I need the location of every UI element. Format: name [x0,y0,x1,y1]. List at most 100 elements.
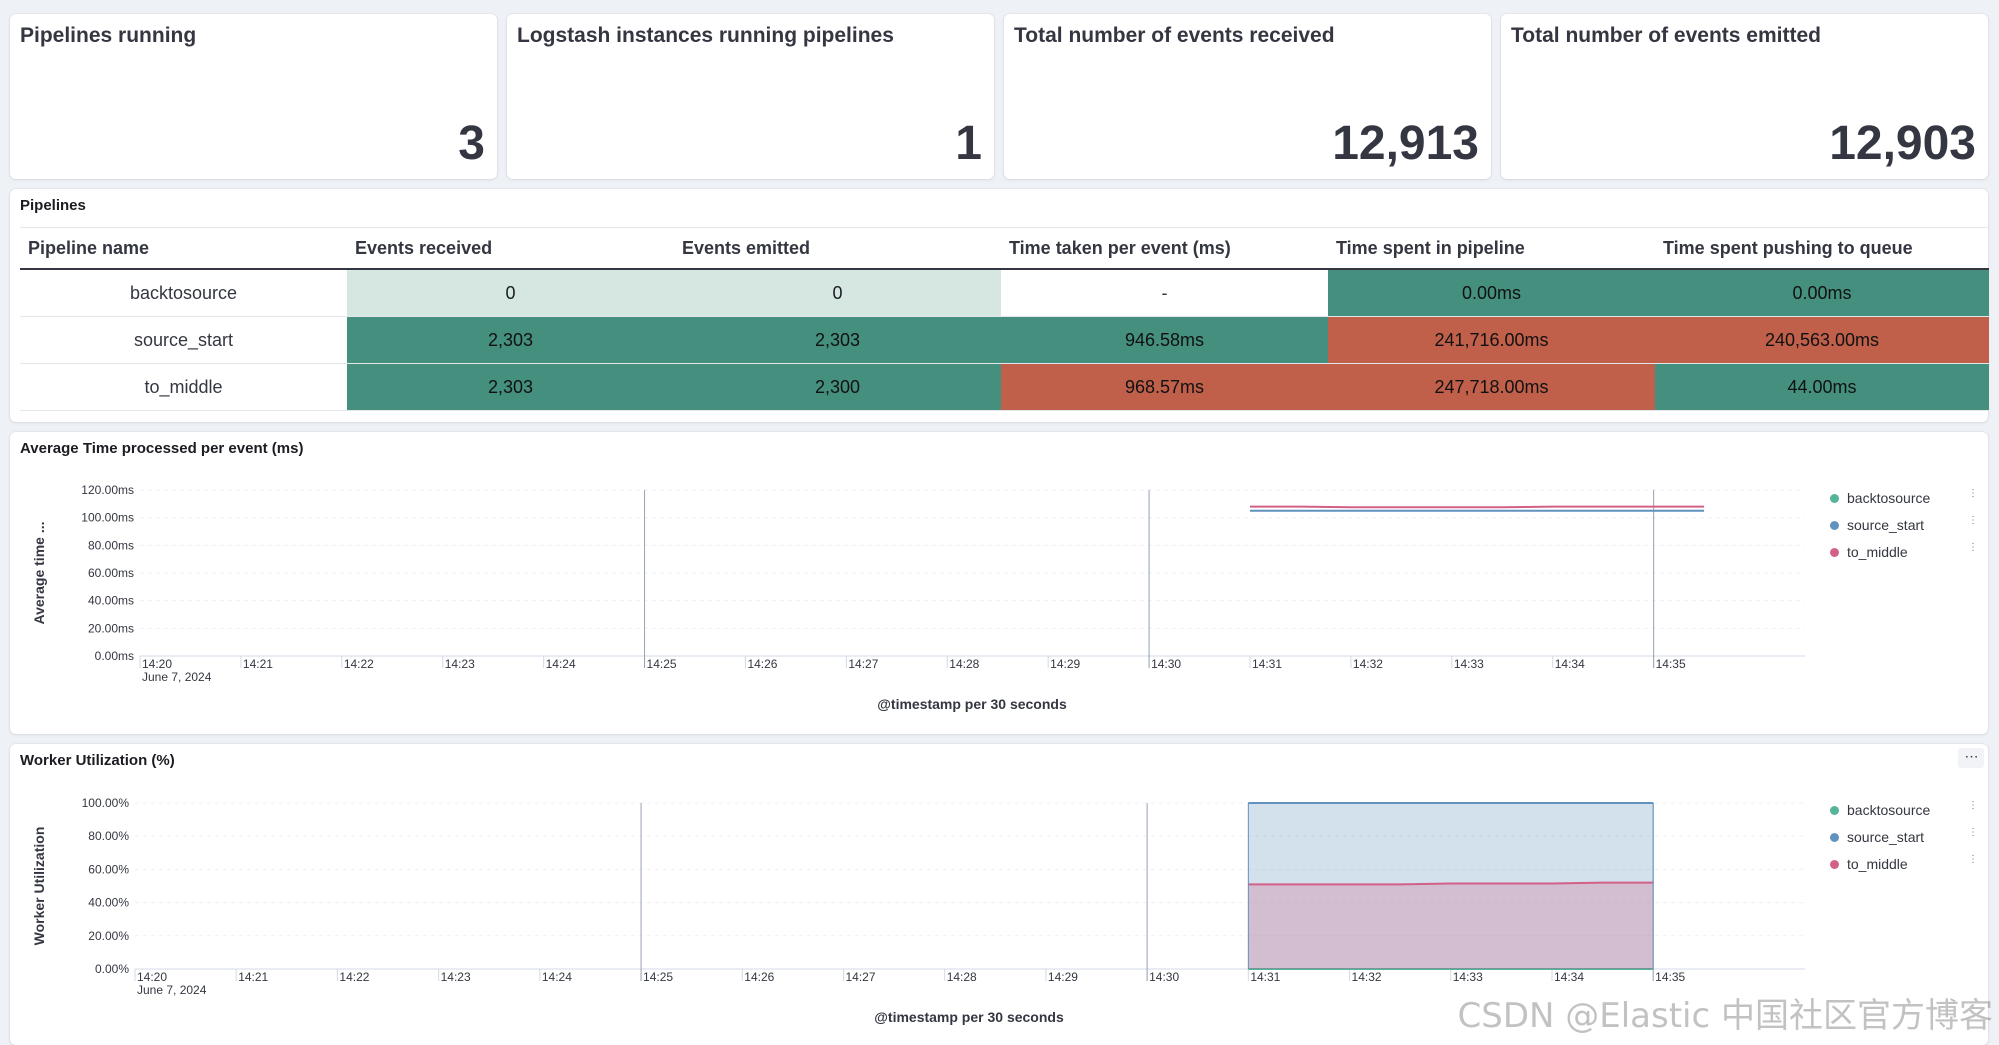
legend-label: source_start [1847,517,1925,533]
y-axis-title: Worker Utilization [31,827,47,946]
legend-label: to_middle [1847,856,1908,872]
legend-dot [1830,520,1839,530]
pipelines-table: Pipeline name Events received Events emi… [20,227,1989,411]
x-tick-label: 14:35 [1655,970,1685,984]
x-tick-label: 14:31 [1250,970,1280,984]
pipeline-name-cell: backtosource [20,269,347,317]
y-tick-label: 20.00ms [88,621,134,635]
legend-dot [1830,832,1839,842]
legend-menu-icon[interactable]: ⋮ [1968,515,1978,526]
y-tick-label: 80.00% [88,829,129,843]
legend-item-backtosource[interactable]: backtosource [1830,802,1930,818]
legend-menu-icon[interactable]: ⋮ [1968,542,1978,553]
metric-title: Logstash instances running pipelines [517,24,894,47]
x-tick-label: 14:24 [546,657,576,671]
x-tick-label: 14:21 [238,970,268,984]
area-fill-to_middle [1248,882,1654,969]
panel-title: Worker Utilization (%) [20,752,175,769]
x-tick-label: 14:28 [947,970,977,984]
table-cell: 44.00ms [1655,363,1989,411]
y-tick-label: 40.00ms [88,594,134,608]
x-tick-label: 14:28 [949,657,979,671]
legend-item-source-start[interactable]: source_start [1830,517,1924,533]
table-cell: 241,716.00ms [1328,316,1655,364]
x-tick-label: 14:35 [1656,657,1686,671]
table-cell: 0.00ms [1655,269,1989,317]
legend-menu-icon[interactable]: ⋮ [1968,800,1978,811]
series-line-to_middle [1248,881,1654,886]
column-header[interactable]: Pipeline name [20,227,347,270]
legend-menu-icon[interactable]: ⋮ [1968,854,1978,865]
worker-utilization-chart[interactable]: 0.00% 20.00% 40.00% 60.00% 80.00% 100.00% 14:2… [10,744,1988,1045]
column-header[interactable]: Time spent in pipeline [1328,227,1655,270]
panel-title: Average Time processed per event (ms) [20,440,304,457]
column-header[interactable]: Time spent pushing to queue [1655,227,1989,270]
x-tick-label: 14:21 [243,657,273,671]
y-tick-label: 100.00% [82,796,130,810]
table-row: source_start 2,303 2,303 946.58ms 241,716.00… [20,316,1989,364]
metric-panel-events-received: Total number of events received 12,913 [1004,14,1491,179]
table-cell: 0 [347,269,674,317]
column-header[interactable]: Events emitted [674,227,1001,270]
x-tick-label: 14:24 [542,970,572,984]
x-tick-label: 14:32 [1352,970,1382,984]
metric-panel-events-emitted: Total number of events emitted 12,903 [1501,14,1988,179]
metric-title: Pipelines running [20,24,197,47]
series-line-to_middle [1250,505,1705,509]
worker-utilization-chart-panel: Worker Utilization (%) ⋯ 0.00% 20.00% 40.0… [10,744,1988,1045]
watermark-text: CSDN @Elastic 中国社区官方博客 [1457,996,1994,1036]
x-tick-label: 14:26 [744,970,774,984]
pipelines-table-panel: Pipelines Pipeline name Events received … [10,189,1989,422]
table-cell: 2,303 [674,316,1001,364]
x-tick-label: 14:23 [441,970,471,984]
column-header[interactable]: Events received [347,227,674,270]
legend-label: backtosource [1847,802,1931,818]
table-cell: 240,563.00ms [1655,316,1989,364]
table-cell: 946.58ms [1001,316,1328,364]
legend-item-backtosource[interactable]: backtosource [1830,490,1930,506]
metric-value: 12,913 [1332,117,1479,170]
metric-value: 3 [458,117,485,170]
legend-item-source-start[interactable]: source_start [1830,829,1924,845]
metric-value: 12,903 [1829,117,1976,170]
pipeline-name-cell: source_start [20,316,347,364]
panel-options-icon[interactable]: ⋯ [1958,748,1984,768]
avg-time-chart[interactable]: 0.00ms 20.00ms 40.00ms 60.00ms 80.00ms 100.00… [10,432,1988,734]
panel-title: Pipelines [20,197,86,214]
x-tick-label: 14:25 [643,970,673,984]
x-axis-title: @timestamp per 30 seconds [877,696,1067,712]
table-row: backtosource 0 0-0.00ms 0.00ms [20,269,1989,317]
table-header-row: Pipeline name Events received Events emi… [20,227,1989,270]
pipeline-name-cell: to_middle [20,363,347,411]
metric-panel-pipelines-running: Pipelines running 3 [10,14,497,179]
x-tick-label: 14:32 [1353,657,1383,671]
table-cell: 2,303 [347,316,674,364]
x-tick-label: 14:27 [845,970,875,984]
x-tick-label: 14:23 [445,657,475,671]
legend-label: source_start [1847,829,1925,845]
y-tick-label: 60.00% [88,862,129,876]
table-cell: 2,303 [347,363,674,411]
legend-item-to-middle[interactable]: to_middle [1830,544,1908,560]
metric-value: 1 [955,117,982,170]
legend-menu-icon[interactable]: ⋮ [1968,488,1978,499]
legend-dot [1830,493,1839,503]
legend-label: backtosource [1847,490,1931,506]
table-row: to_middle 2,303 2,300 968.57ms 247,718.00ms 4… [20,363,1989,411]
metric-title: Total number of events received [1014,24,1335,47]
table-cell: - [1001,269,1328,317]
table-cell: 968.57ms [1001,363,1328,411]
x-tick-label: 14:20 [142,657,172,671]
x-tick-label: 14:34 [1554,970,1584,984]
x-tick-label: 14:29 [1050,657,1080,671]
metric-title: Total number of events emitted [1511,24,1821,47]
table-cell: 2,300 [674,363,1001,411]
table-cell: 0 [674,269,1001,317]
legend-item-to-middle[interactable]: to_middle [1830,856,1908,872]
y-tick-label: 120.00ms [81,483,134,497]
y-tick-label: 100.00ms [81,511,134,525]
x-tick-label: 14:20 [137,970,167,984]
area-fill-source_start [1248,803,1654,969]
legend-menu-icon[interactable]: ⋮ [1968,827,1978,838]
column-header[interactable]: Time taken per event (ms) [1001,227,1328,270]
